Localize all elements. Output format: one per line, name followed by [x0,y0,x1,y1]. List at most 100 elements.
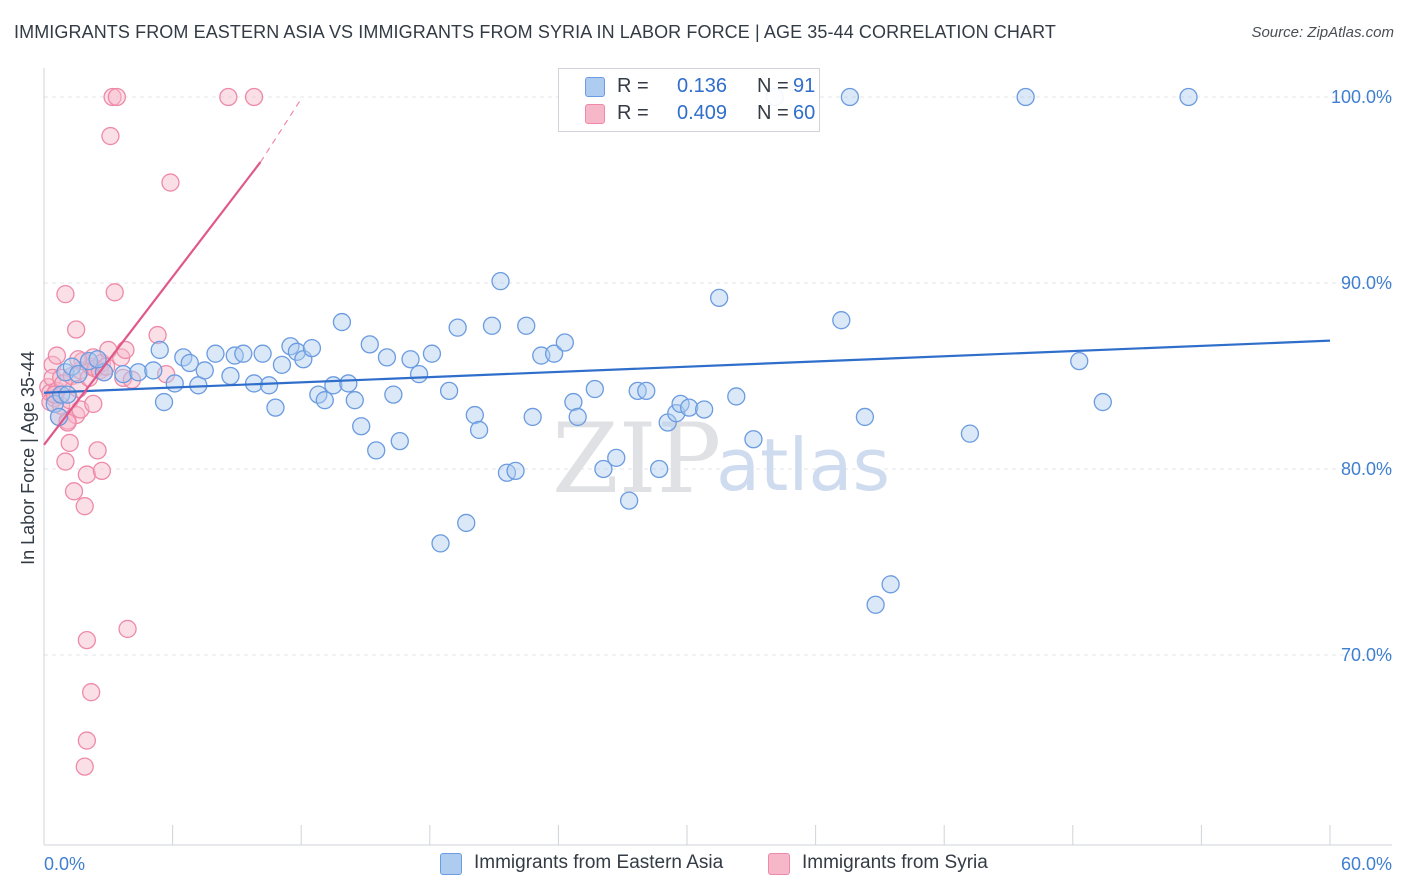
eastern-asia-point [568,407,587,427]
eastern-asia-point [58,385,77,404]
eastern-asia-point [180,353,199,373]
eastern-asia-point [1179,87,1198,107]
eastern-asia-point [544,344,564,363]
y-tick-label-80: 80.0% [1341,459,1392,479]
bottom-legend-swatch-pink [768,853,790,875]
eastern-asia-point [482,316,502,335]
syria-point [105,283,124,302]
eastern-asia-point [727,387,746,406]
trend-line-syria [43,161,262,446]
legend-n-label: N = [757,75,789,97]
syria-point [103,87,122,107]
eastern-asia-point [679,398,699,417]
correlation-legend: R = 0.136 N = 91 R = 0.409 N = 60 [558,68,820,132]
legend-n-value: 91 [793,75,816,97]
eastern-asia-point [619,491,639,510]
eastern-asia-point [469,420,489,440]
eastern-asia-point [555,333,574,352]
syria-point [101,126,120,146]
watermark-atlas: atlas [716,423,890,507]
eastern-asia-point [517,316,536,335]
eastern-asia-point [506,461,525,481]
y-tick-label-100: 100.0% [1331,87,1392,107]
syria-point [75,497,94,516]
eastern-asia-point [332,312,352,332]
syria-point [244,87,264,107]
legend-r-label: R = [617,75,649,97]
syria-point [82,683,101,702]
eastern-asia-point [384,385,403,404]
eastern-asia-point [457,513,476,533]
syria-point [77,630,97,650]
eastern-asia-point [315,391,334,410]
eastern-asia-point [832,311,851,330]
eastern-asia-point [694,400,714,419]
eastern-asia-point [649,459,669,479]
eastern-asia-point [287,342,307,361]
y-tick-label-70: 70.0% [1341,645,1392,665]
eastern-asia-point [594,459,613,479]
syria-point [161,173,180,192]
legend-swatch-pink [585,104,605,124]
eastern-asia-point [129,363,148,382]
eastern-asia-point [840,87,860,107]
eastern-asia-point [150,340,169,360]
series-syria-points [39,87,264,776]
syria-point [107,87,127,107]
eastern-asia-point [221,366,240,386]
syria-point [45,385,64,404]
eastern-asia-point [448,318,467,337]
series-eastern-asia-points [45,87,1198,614]
trend-lines [43,98,1331,446]
eastern-asia-point [259,376,279,395]
syria-point [75,757,94,776]
y-axis-title: In Labor Force | Age 35-44 [18,351,38,565]
bottom-legend-label: Immigrants from Syria [802,852,988,873]
syria-point [60,433,79,453]
eastern-asia-point [253,344,272,363]
eastern-asia-point [1016,87,1035,107]
eastern-asia-point [51,385,71,404]
x-ticks [43,825,1331,845]
eastern-asia-point [710,288,729,308]
syria-point [116,340,135,360]
eastern-asia-point [154,392,174,412]
eastern-asia-point [960,424,980,443]
eastern-asia-point [345,391,364,410]
legend-r-value: 0.136 [677,75,728,97]
syria-point [148,325,167,345]
y-tick-label-90: 90.0% [1341,273,1392,293]
eastern-asia-point [637,381,656,401]
eastern-asia-point [881,575,900,594]
eastern-asia-point [302,338,322,358]
syria-point [67,320,86,339]
syria-point [56,452,75,471]
syria-point [77,731,97,750]
syria-point [92,461,112,481]
bottom-legend-swatch-blue [440,853,462,875]
eastern-asia-point [465,405,484,425]
eastern-asia-point [206,344,225,363]
source-label: Source: ZipAtlas.com [1251,24,1394,41]
eastern-asia-point [585,379,604,399]
eastern-asia-point [1070,351,1089,371]
syria-point [77,465,97,484]
eastern-asia-point [1093,392,1112,412]
eastern-asia-point [422,344,442,363]
syria-point [84,394,103,414]
eastern-asia-point [367,441,386,460]
eastern-asia-point [324,376,343,395]
eastern-asia-point [409,364,429,384]
bottom-legend-label: Immigrants from Eastern Asia [474,852,724,873]
eastern-asia-point [88,350,107,369]
eastern-asia-point [491,271,510,291]
syria-point [88,441,107,460]
eastern-asia-point [352,417,371,436]
eastern-asia-point [339,374,358,393]
eastern-asia-point [744,430,763,449]
syria-point [56,285,75,304]
eastern-asia-point [390,431,409,451]
eastern-asia-point [523,407,542,427]
eastern-asia-point [195,361,214,380]
